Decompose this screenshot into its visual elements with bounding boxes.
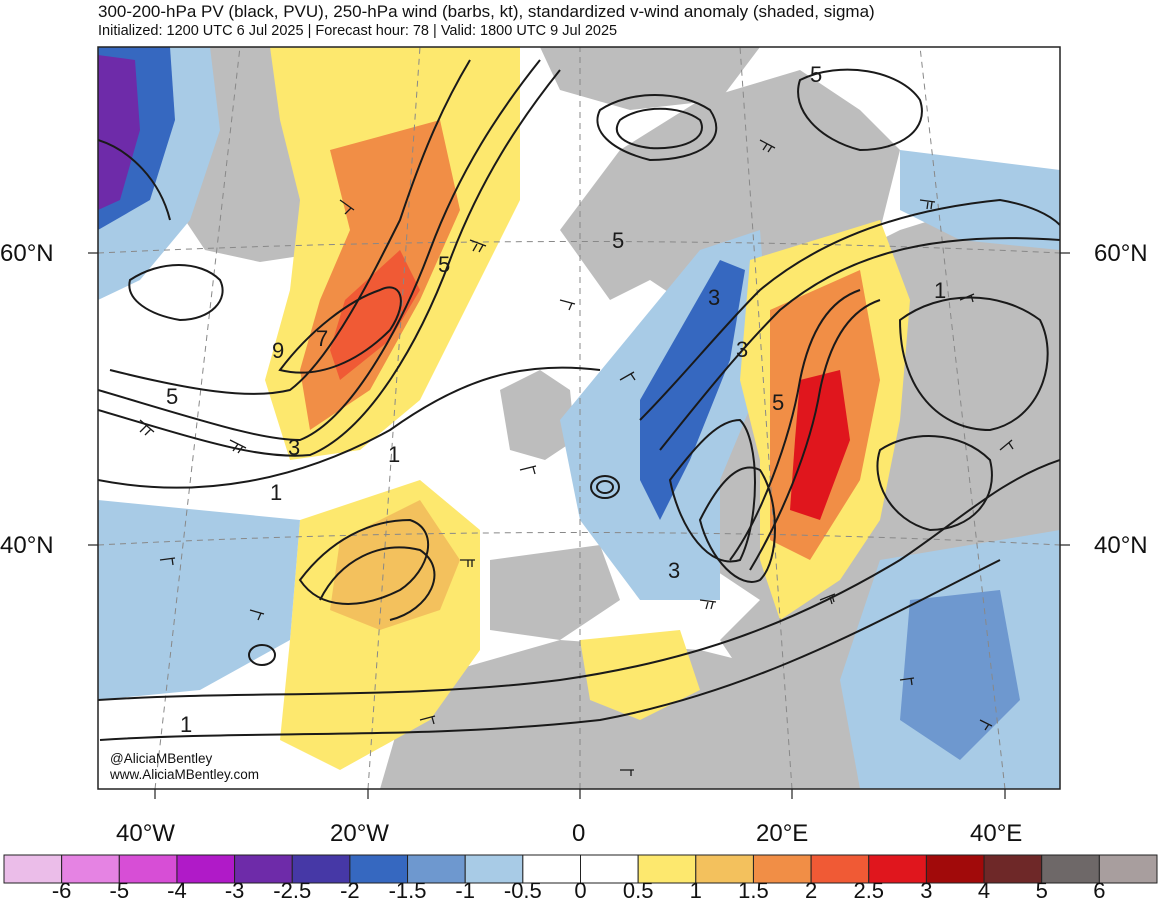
blue-anomaly-scand-east (900, 150, 1060, 250)
lon-label-40e: 40°E (970, 820, 1023, 847)
lat-label-60n-right: 60°N (1094, 240, 1148, 267)
purple-anomaly-core (98, 55, 140, 210)
lon-label-20e: 20°E (756, 820, 809, 847)
chart-title: 300-200-hPa PV (black, PVU), 250-hPa win… (98, 2, 875, 21)
contour-label: 5 (772, 390, 784, 415)
contour-labels: 5 7 9 5 3 1 5 5 3 3 5 3 1 1 1 (166, 62, 946, 737)
contour-label: 1 (388, 442, 400, 467)
colorbar-tick-label: 6 (1093, 878, 1106, 903)
colorbar-tick-label: -2 (340, 878, 360, 903)
colorbar-tick-label: -2.5 (273, 878, 312, 903)
chart-subtitle: Initialized: 1200 UTC 6 Jul 2025 | Forec… (98, 23, 618, 39)
british-isles-land (500, 370, 575, 460)
credit-website: www.AliciaMBentley.com (110, 767, 260, 782)
blue-anomaly-east-core (900, 590, 1020, 760)
colorbar-tick-label: 3 (920, 878, 933, 903)
contour-label: 1 (270, 480, 282, 505)
colorbar-tick-label: 0 (574, 878, 587, 903)
lon-label-40w: 40°W (116, 820, 175, 847)
red-anomaly-atlantic (330, 250, 420, 380)
contour-label: 9 (272, 338, 284, 363)
contour-label: 5 (438, 252, 450, 277)
colorbar-tick-label: 2 (804, 878, 818, 903)
iberia-land (490, 545, 620, 640)
colorbar-tick-label: -5 (109, 878, 130, 903)
colorbar-tick-label: -0.5 (503, 878, 542, 903)
colorbar-tick-label: -1 (455, 878, 475, 903)
colorbar-tick-label: -1.5 (388, 878, 427, 903)
colorbar-tick-label: 1.5 (738, 878, 769, 903)
contour-label: 5 (612, 228, 624, 253)
colorbar-tick-label: -6 (51, 878, 72, 903)
lat-label-60n-left: 60°N (0, 240, 54, 267)
contour-label: 3 (668, 558, 680, 583)
contour-label: 3 (736, 337, 748, 362)
anomaly-shading (98, 47, 1060, 789)
orange-anomaly-azores (330, 500, 460, 630)
colorbar-tick-label: -3 (224, 878, 245, 903)
lon-label-20w: 20°W (330, 820, 389, 847)
credit-handle: @AliciaMBentley (110, 751, 213, 766)
lat-label-40n-left: 40°N (0, 532, 54, 559)
arctic-land (540, 47, 760, 110)
contour-label: 3 (288, 435, 300, 460)
colorbar-tick-label: -4 (167, 878, 187, 903)
map-frame (97, 46, 1061, 790)
contour-label: 5 (810, 62, 822, 87)
lat-label-40n-right: 40°N (1094, 532, 1148, 559)
contour-label: 1 (934, 278, 946, 303)
colorbar-tick-label: 4 (977, 878, 991, 903)
colorbar-tick-label: 5 (1035, 878, 1048, 903)
colorbar-tick-label: 2.5 (853, 878, 885, 903)
contour-label: 3 (708, 285, 720, 310)
red-anomaly-europe (790, 370, 850, 520)
yellow-anomaly-med (580, 630, 700, 720)
colorbar-tick-label: 0.5 (622, 878, 654, 903)
wind-barbs (139, 139, 1014, 776)
contour-label: 1 (180, 712, 192, 737)
contour-label: 7 (316, 326, 328, 351)
axis-ticks (88, 252, 1070, 799)
blue-anomaly-europe-core (640, 260, 745, 520)
lon-label-0: 0 (572, 820, 586, 847)
contour-label: 5 (166, 384, 178, 409)
colorbar-tick-label: 1 (689, 878, 702, 903)
